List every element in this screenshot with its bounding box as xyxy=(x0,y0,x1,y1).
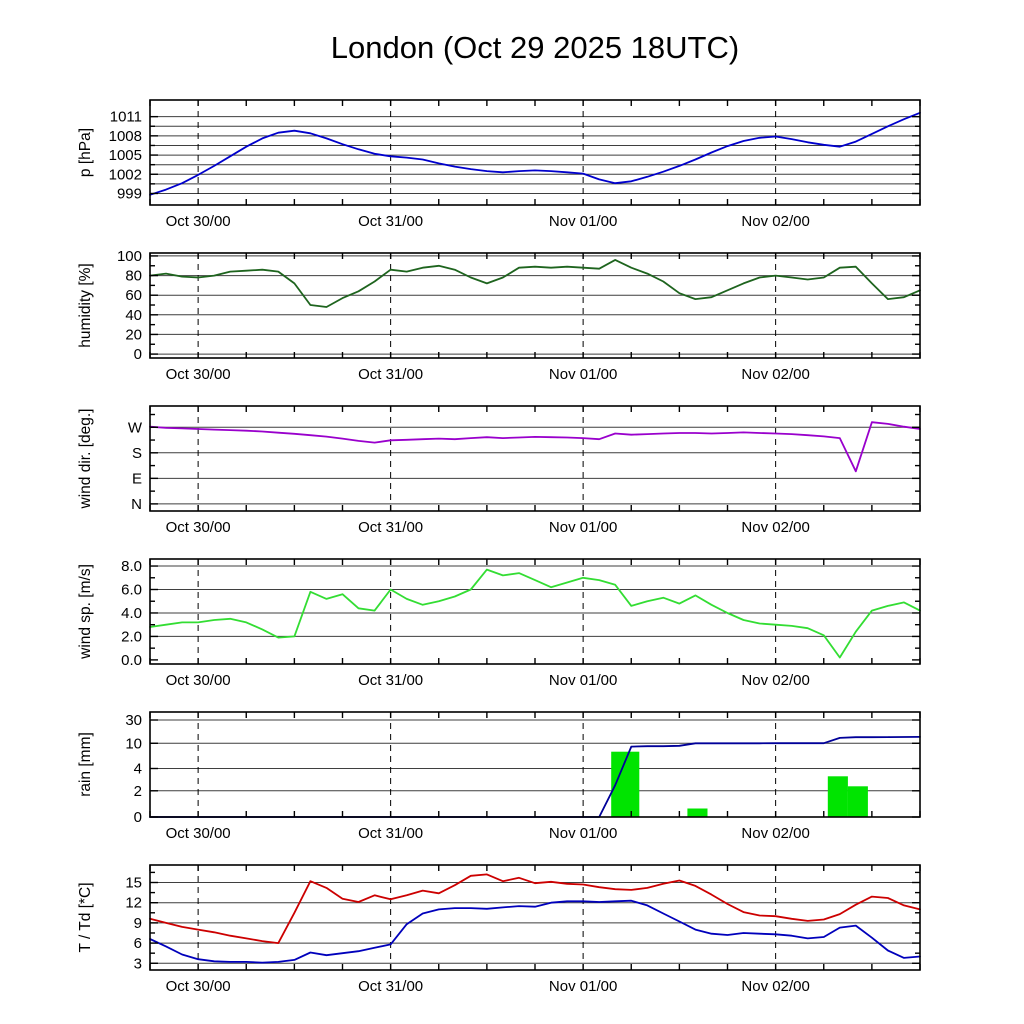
y-tick-label: 8.0 xyxy=(121,558,142,575)
rain-bar xyxy=(687,808,708,817)
y-tick-label: 2 xyxy=(134,783,142,800)
humidity-line xyxy=(149,258,921,308)
y-tick-label: 999 xyxy=(117,186,142,203)
y-axis-label-wind-direction: wind dir. [deg.] xyxy=(77,409,94,510)
x-tick-label: Nov 02/00 xyxy=(741,825,809,842)
y-tick-label: 1008 xyxy=(109,128,142,145)
y-tick-label: 1005 xyxy=(109,147,142,164)
x-tick-label: Nov 02/00 xyxy=(741,672,809,689)
x-tick-label: Nov 02/00 xyxy=(741,366,809,383)
panel-humidity: 0 20 40 60 80 100 Oct 30/00 Oct 31/00 Nov 01/00 N… xyxy=(77,248,921,383)
y-tick-label: 60 xyxy=(125,287,142,304)
chart-title: London (Oct 29 2025 18UTC) xyxy=(331,30,739,65)
y-tick-label: 0 xyxy=(134,809,142,826)
y-tick-label: 4 xyxy=(134,761,142,778)
y-tick-label: 1011 xyxy=(110,109,142,126)
y-tick-label: N xyxy=(131,496,142,513)
panel-frame xyxy=(149,99,921,206)
y-tick-label: 20 xyxy=(125,326,142,343)
x-tick-label: Oct 31/00 xyxy=(358,366,423,383)
y-tick-label: 6 xyxy=(134,935,142,952)
temperature-line xyxy=(149,899,921,964)
x-tick-label: Nov 01/00 xyxy=(549,519,617,536)
x-tick-label: Nov 01/00 xyxy=(549,672,617,689)
y-tick-label: S xyxy=(132,445,142,462)
x-tick-label: Oct 31/00 xyxy=(358,672,423,689)
y-tick-label: 15 xyxy=(125,875,142,892)
y-tick-label: 6.0 xyxy=(121,582,142,599)
panel-frame xyxy=(149,864,921,971)
panel-wind-speed: 0.0 2.0 4.0 6.0 8.0 Oct 30/00 Oct 31/00 Nov 01/… xyxy=(77,558,921,689)
x-tick-label: Oct 30/00 xyxy=(166,978,231,995)
y-tick-label: E xyxy=(132,470,142,487)
panel-rain: 0 2 4 10 30 Oct 30/00 Oct 31/00 Nov 01/00 Nov 02… xyxy=(77,711,921,842)
y-axis-label-temperature: T / Td [*C] xyxy=(77,882,94,952)
y-tick-label: 12 xyxy=(125,895,142,912)
y-tick-label: 30 xyxy=(125,712,142,729)
x-tick-label: Oct 31/00 xyxy=(358,825,423,842)
y-axis-label-pressure: p [hPa] xyxy=(77,128,94,177)
pressure-line xyxy=(149,111,921,196)
temperature-line xyxy=(149,873,921,944)
y-tick-label: 9 xyxy=(134,915,142,932)
x-tick-label: Oct 31/00 xyxy=(358,213,423,230)
x-tick-label: Nov 01/00 xyxy=(549,366,617,383)
y-tick-label: 80 xyxy=(125,268,142,285)
x-tick-label: Oct 30/00 xyxy=(166,213,231,230)
panel-temperature: 3 6 9 12 15 Oct 30/00 Oct 31/00 Nov 01/00 Nov 02… xyxy=(77,864,921,995)
x-tick-label: Oct 31/00 xyxy=(358,519,423,536)
y-tick-label: 3 xyxy=(134,955,142,972)
rain-bar xyxy=(847,786,868,817)
panel-pressure: 999 1002 1005 1008 1011 Oct 30/00 Oct 31/00 Nov… xyxy=(77,99,921,230)
y-tick-label: 0.0 xyxy=(121,652,142,669)
y-tick-label: 0 xyxy=(134,346,142,363)
x-tick-label: Nov 02/00 xyxy=(741,213,809,230)
wind-speed-line xyxy=(149,568,921,659)
panel-frame xyxy=(149,405,921,512)
panel-frame xyxy=(149,252,921,359)
y-tick-label: W xyxy=(128,419,143,436)
rain-line xyxy=(149,736,921,818)
x-tick-label: Oct 30/00 xyxy=(166,366,231,383)
x-tick-label: Nov 01/00 xyxy=(549,825,617,842)
panel-frame xyxy=(149,711,921,818)
x-tick-label: Nov 01/00 xyxy=(549,213,617,230)
rain-bar xyxy=(827,776,848,817)
x-tick-label: Oct 30/00 xyxy=(166,672,231,689)
y-axis-label-rain: rain [mm] xyxy=(77,732,94,797)
x-tick-label: Oct 31/00 xyxy=(358,978,423,995)
y-axis-label-humidity: humidity [%] xyxy=(77,263,94,347)
x-tick-label: Nov 02/00 xyxy=(741,978,809,995)
wind-direction-line xyxy=(149,421,921,473)
x-tick-label: Oct 30/00 xyxy=(166,519,231,536)
y-tick-label: 2.0 xyxy=(121,628,142,645)
x-tick-label: Oct 30/00 xyxy=(166,825,231,842)
y-tick-label: 40 xyxy=(125,307,142,324)
panel-frame xyxy=(149,558,921,665)
x-tick-label: Nov 01/00 xyxy=(549,978,617,995)
y-axis-label-wind-speed: wind sp. [m/s] xyxy=(77,564,94,660)
x-tick-label: Nov 02/00 xyxy=(741,519,809,536)
y-tick-label: 100 xyxy=(117,248,142,265)
y-tick-label: 1002 xyxy=(109,166,142,183)
y-tick-label: 4.0 xyxy=(121,605,142,622)
y-tick-label: 10 xyxy=(125,735,142,752)
